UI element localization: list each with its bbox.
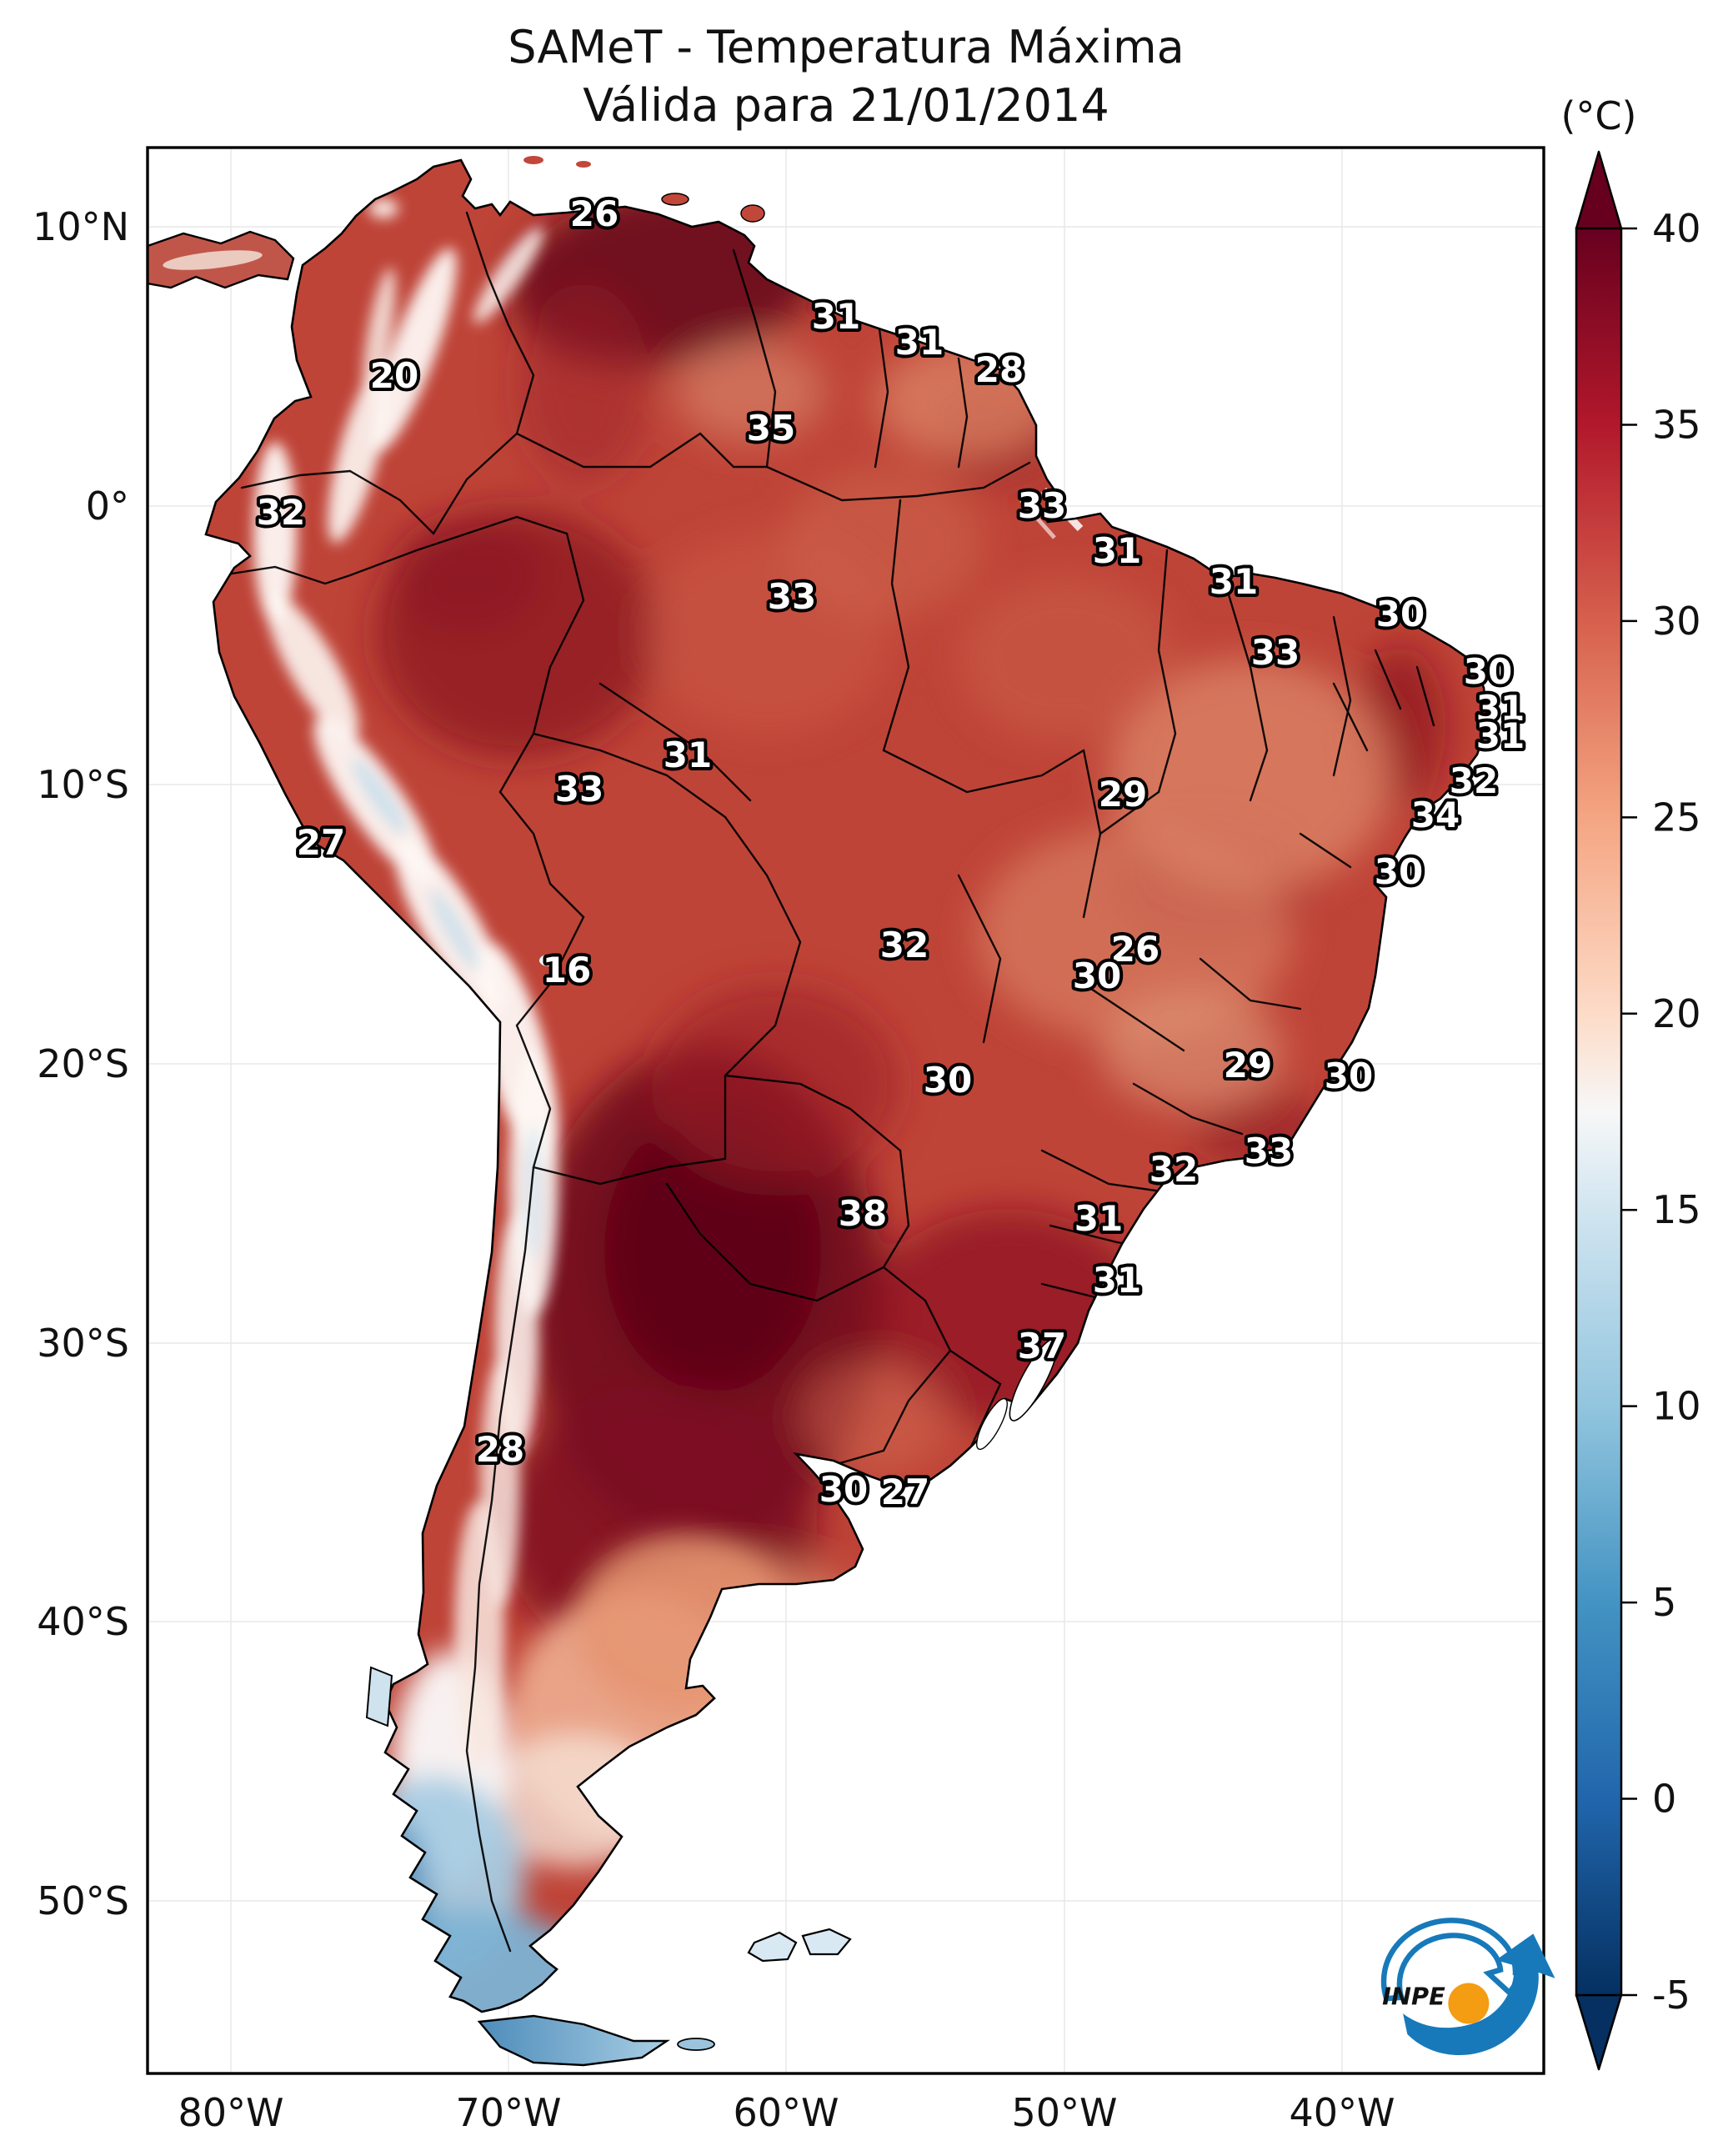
- city-temperature-label: 30: [1375, 851, 1423, 892]
- city-temperature-label: 33: [1251, 632, 1300, 673]
- colorbar-unit-label: (°C): [1560, 93, 1636, 138]
- city-temperature-label: 31: [1210, 561, 1258, 602]
- city-temperature-label: 32: [1450, 760, 1498, 801]
- colorbar-tick-label: 5: [1652, 1580, 1676, 1625]
- city-temperature-label: 37: [1018, 1326, 1066, 1366]
- longitude-tick-label: 80°W: [178, 2090, 283, 2135]
- colorbar-tick-label: 10: [1652, 1384, 1701, 1429]
- city-temperature-label: 33: [768, 576, 816, 617]
- city-temperature-label: 32: [257, 492, 305, 533]
- longitude-axis-labels: 80°W 70°W 60°W 50°W 40°W: [178, 2090, 1395, 2135]
- colorbar-ticks: 40 35 30 25 20 15 10 5 0 -5: [1621, 206, 1701, 2018]
- longitude-tick-label: 70°W: [455, 2090, 561, 2135]
- latitude-tick-label: 0°: [86, 484, 129, 529]
- colorbar-tick-label: -5: [1652, 1973, 1690, 2018]
- city-temperature-label: 20: [370, 355, 418, 396]
- chiloe-island: [365, 1666, 393, 1727]
- colorbar: (°C) 40 35 30 25 20 15 10 5 0 -5: [1560, 93, 1701, 2071]
- longitude-tick-label: 60°W: [733, 2090, 839, 2135]
- city-temperature-label: 31: [1093, 1260, 1141, 1301]
- colorbar-tick-label: 20: [1652, 991, 1701, 1036]
- city-temperature-label: 31: [812, 296, 860, 337]
- latitude-axis-labels: 10°N 0° 10°S 20°S 30°S 40°S 50°S: [33, 204, 129, 1923]
- colorbar-tick-label: 15: [1652, 1187, 1701, 1232]
- city-temperature-label: 31: [1476, 715, 1525, 756]
- colorbar-bar: [1575, 227, 1623, 1997]
- colorbar-tick-label: 25: [1652, 795, 1701, 840]
- inpe-logo: INPE: [1380, 1918, 1555, 2055]
- inpe-orange-dot: [1448, 1983, 1490, 2024]
- city-temperature-label: 28: [975, 349, 1024, 390]
- city-temperature-label: 34: [1411, 795, 1460, 835]
- city-temperature-label: 38: [839, 1193, 887, 1234]
- panama-isthmus: [146, 230, 295, 289]
- city-temperature-label: 26: [570, 193, 619, 234]
- city-temperature-label: 31: [895, 322, 944, 363]
- latitude-tick-label: 20°S: [37, 1041, 129, 1086]
- city-temperature-label: 31: [1093, 530, 1141, 571]
- colorbar-tick-label: 35: [1652, 402, 1701, 447]
- city-temperature-label: 32: [880, 925, 929, 965]
- falkland-islands: [747, 1928, 852, 1963]
- south-america-coastline: [204, 158, 1488, 2013]
- city-temperature-label: 35: [747, 408, 795, 449]
- city-temperature-label: 30: [1325, 1055, 1373, 1096]
- city-temperature-label: 27: [297, 822, 345, 863]
- city-temperature-label: 32: [1150, 1149, 1198, 1190]
- coastal-lagoons: [539, 955, 1059, 1451]
- map-border: [146, 146, 1545, 2075]
- city-temperature-label: 16: [543, 950, 591, 990]
- city-temperature-label: 31: [664, 735, 712, 775]
- city-temperature-label: 31: [1074, 1198, 1123, 1239]
- longitude-tick-label: 40°W: [1289, 2090, 1395, 2135]
- city-temperature-label: 26: [1111, 929, 1160, 970]
- colorbar-tick-label: 30: [1652, 599, 1701, 644]
- city-temperature-label: 31: [1476, 688, 1525, 729]
- city-temperature-label: 30: [819, 1469, 868, 1510]
- figure-title-line1: SAMeT - Temperatura Máxima: [508, 21, 1184, 73]
- city-temperature-label: 33: [555, 769, 604, 810]
- city-temperature-label: 29: [1224, 1045, 1272, 1086]
- latitude-tick-label: 10°S: [37, 762, 129, 807]
- city-temperature-label: 30: [924, 1060, 972, 1101]
- city-temperature-label: 33: [1245, 1131, 1293, 1171]
- latitude-tick-label: 40°S: [37, 1599, 129, 1644]
- tierra-del-fuego: [477, 2014, 715, 2067]
- inpe-logo-text: INPE: [1382, 1982, 1445, 2010]
- inpe-orbit-arc: [1380, 1918, 1535, 2002]
- caribbean-islands: [523, 156, 765, 223]
- city-temperature-label: 29: [1099, 774, 1147, 815]
- city-temperature-label: 30: [1464, 651, 1512, 692]
- colorbar-tick-label: 40: [1652, 206, 1701, 251]
- colorbar-tick-label: 0: [1652, 1777, 1676, 1822]
- city-temperature-label: 30: [1073, 955, 1121, 996]
- city-temperature-label: 30: [1376, 594, 1425, 634]
- latitude-tick-label: 50°S: [37, 1878, 129, 1923]
- political-borders: [219, 211, 1435, 1953]
- city-temperature-label: 27: [881, 1472, 929, 1512]
- city-temperature-label: 33: [1018, 485, 1066, 526]
- latitude-tick-label: 10°N: [33, 204, 129, 249]
- longitude-tick-label: 50°W: [1011, 2090, 1117, 2135]
- city-temperature-label: 28: [476, 1429, 524, 1470]
- latitude-tick-label: 30°S: [37, 1321, 129, 1366]
- figure-title-line2: Válida para 21/01/2014: [583, 79, 1109, 132]
